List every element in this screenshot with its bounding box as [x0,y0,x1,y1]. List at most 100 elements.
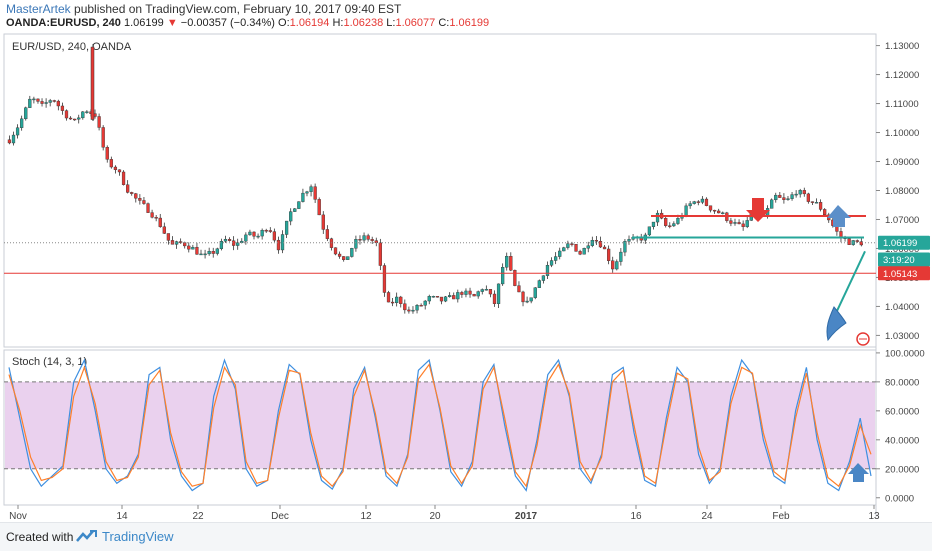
candle-body [452,295,456,300]
time-tick-label: 16 [630,511,642,522]
candle-body [321,214,325,230]
candle-body [623,241,627,253]
candle-body [443,296,448,302]
candle-body [700,198,705,203]
candle-body [439,296,444,302]
candle-body [403,303,407,311]
candle-body [56,100,60,107]
candle-body [704,198,709,206]
publish-text: published on TradingView.com, February 1… [74,2,402,16]
candle-body [415,305,419,311]
stoch-tick-label: 0.0000 [885,493,914,504]
candle-body [325,229,329,239]
candle-body [342,256,346,260]
candle-body [73,118,77,121]
candle-body [121,171,126,185]
candle-body [582,248,586,255]
candle-body [252,231,256,237]
projection-line [832,250,866,320]
time-tick-label: 20 [429,511,441,522]
author-link[interactable]: MasterArtek [6,2,71,16]
candle-body [20,118,24,128]
price-change: −0.00357 (−0.34%) [180,17,275,29]
stoch-line-d [8,363,872,488]
candle-body [435,296,440,298]
stoch-pane[interactable]: 100.0000 80.0000 60.0000 40.0000 20.0000 0.00… [3,348,925,506]
candle-body [138,198,142,201]
candle-body [480,289,484,292]
price-label-text: 3:19:20 [883,255,915,266]
candle-body [802,190,806,195]
time-axis[interactable]: Nov 14 22 Dec 12 20 2017 16 24 Feb 13 [9,505,880,522]
candle-body [146,203,150,213]
time-tick-label: Dec [271,511,289,522]
candle-body [81,111,85,119]
candle-body [488,289,493,295]
candle-body [395,296,399,304]
candle-body [476,291,480,297]
candle-body [289,211,293,222]
candle-body [113,166,118,170]
candle-body [810,201,815,203]
candle-body [770,199,774,209]
candle-body [717,210,721,214]
candle-body [207,251,211,255]
candle-body [492,293,497,304]
chart-canvas[interactable]: 1.13000 1.12000 1.11000 1.10000 1.09000 1.080… [0,0,932,522]
candle-body [607,248,611,261]
candle-body [712,209,717,212]
footer-bar: Created with TradingView [0,522,932,551]
candle-body [774,194,778,201]
price-tick-label: 1.09000 [885,157,919,168]
candle-body [191,246,195,250]
fish-annotation-icon [826,306,847,342]
candle-body [558,250,562,257]
candle-body [468,290,472,295]
candle-body [150,212,154,218]
candle-body [859,241,863,246]
stoch-band [5,381,875,469]
candle-body [708,205,713,211]
quote-line: OANDA:EURUSD, 240 1.06199 ▼ −0.00357 (−0… [6,17,489,29]
candle-body [741,223,745,227]
stoch-up-arrow-icon [848,463,869,482]
low-label: L: [386,17,396,29]
time-tick-label: Nov [9,511,27,522]
candle-body [297,201,301,209]
low-value: 1.06077 [395,17,436,29]
stoch-tick-label: 80.0000 [885,377,919,388]
candle-body [362,235,366,241]
candle-body [529,297,533,302]
candle-body [227,238,232,241]
price-tick-label: 1.07000 [885,215,919,226]
price-label-text: 1.06199 [883,238,917,249]
candle-body [350,248,354,257]
candle-body [284,220,289,235]
candle-body [472,294,476,297]
candle-body [90,46,95,120]
candle-body [272,231,277,241]
candle-body [162,226,166,234]
candle-body [24,107,28,120]
candle-body [105,147,109,160]
candle-body [566,243,570,248]
price-tick-label: 1.13000 [885,41,919,52]
candle-body [521,291,525,303]
stoch-tick-label: 40.0000 [885,435,919,446]
price-tick-label: 1.03000 [885,331,919,342]
candle-body [236,242,240,246]
tradingview-brand-link[interactable]: TradingView [102,529,174,544]
time-tick-label: 2017 [515,511,538,522]
candle-body [419,305,423,307]
candle-body [615,261,619,270]
candle-body [64,110,69,119]
price-pane[interactable]: 1.13000 1.12000 1.11000 1.10000 1.09000 1.080… [3,33,930,517]
candle-body [346,256,350,260]
candle-body [223,238,228,242]
candle-body [647,226,652,236]
candle-body [15,127,20,136]
candle-body [85,111,89,113]
close-value: 1.06199 [449,17,490,29]
candle-body [154,217,158,219]
candle-body [533,287,537,298]
